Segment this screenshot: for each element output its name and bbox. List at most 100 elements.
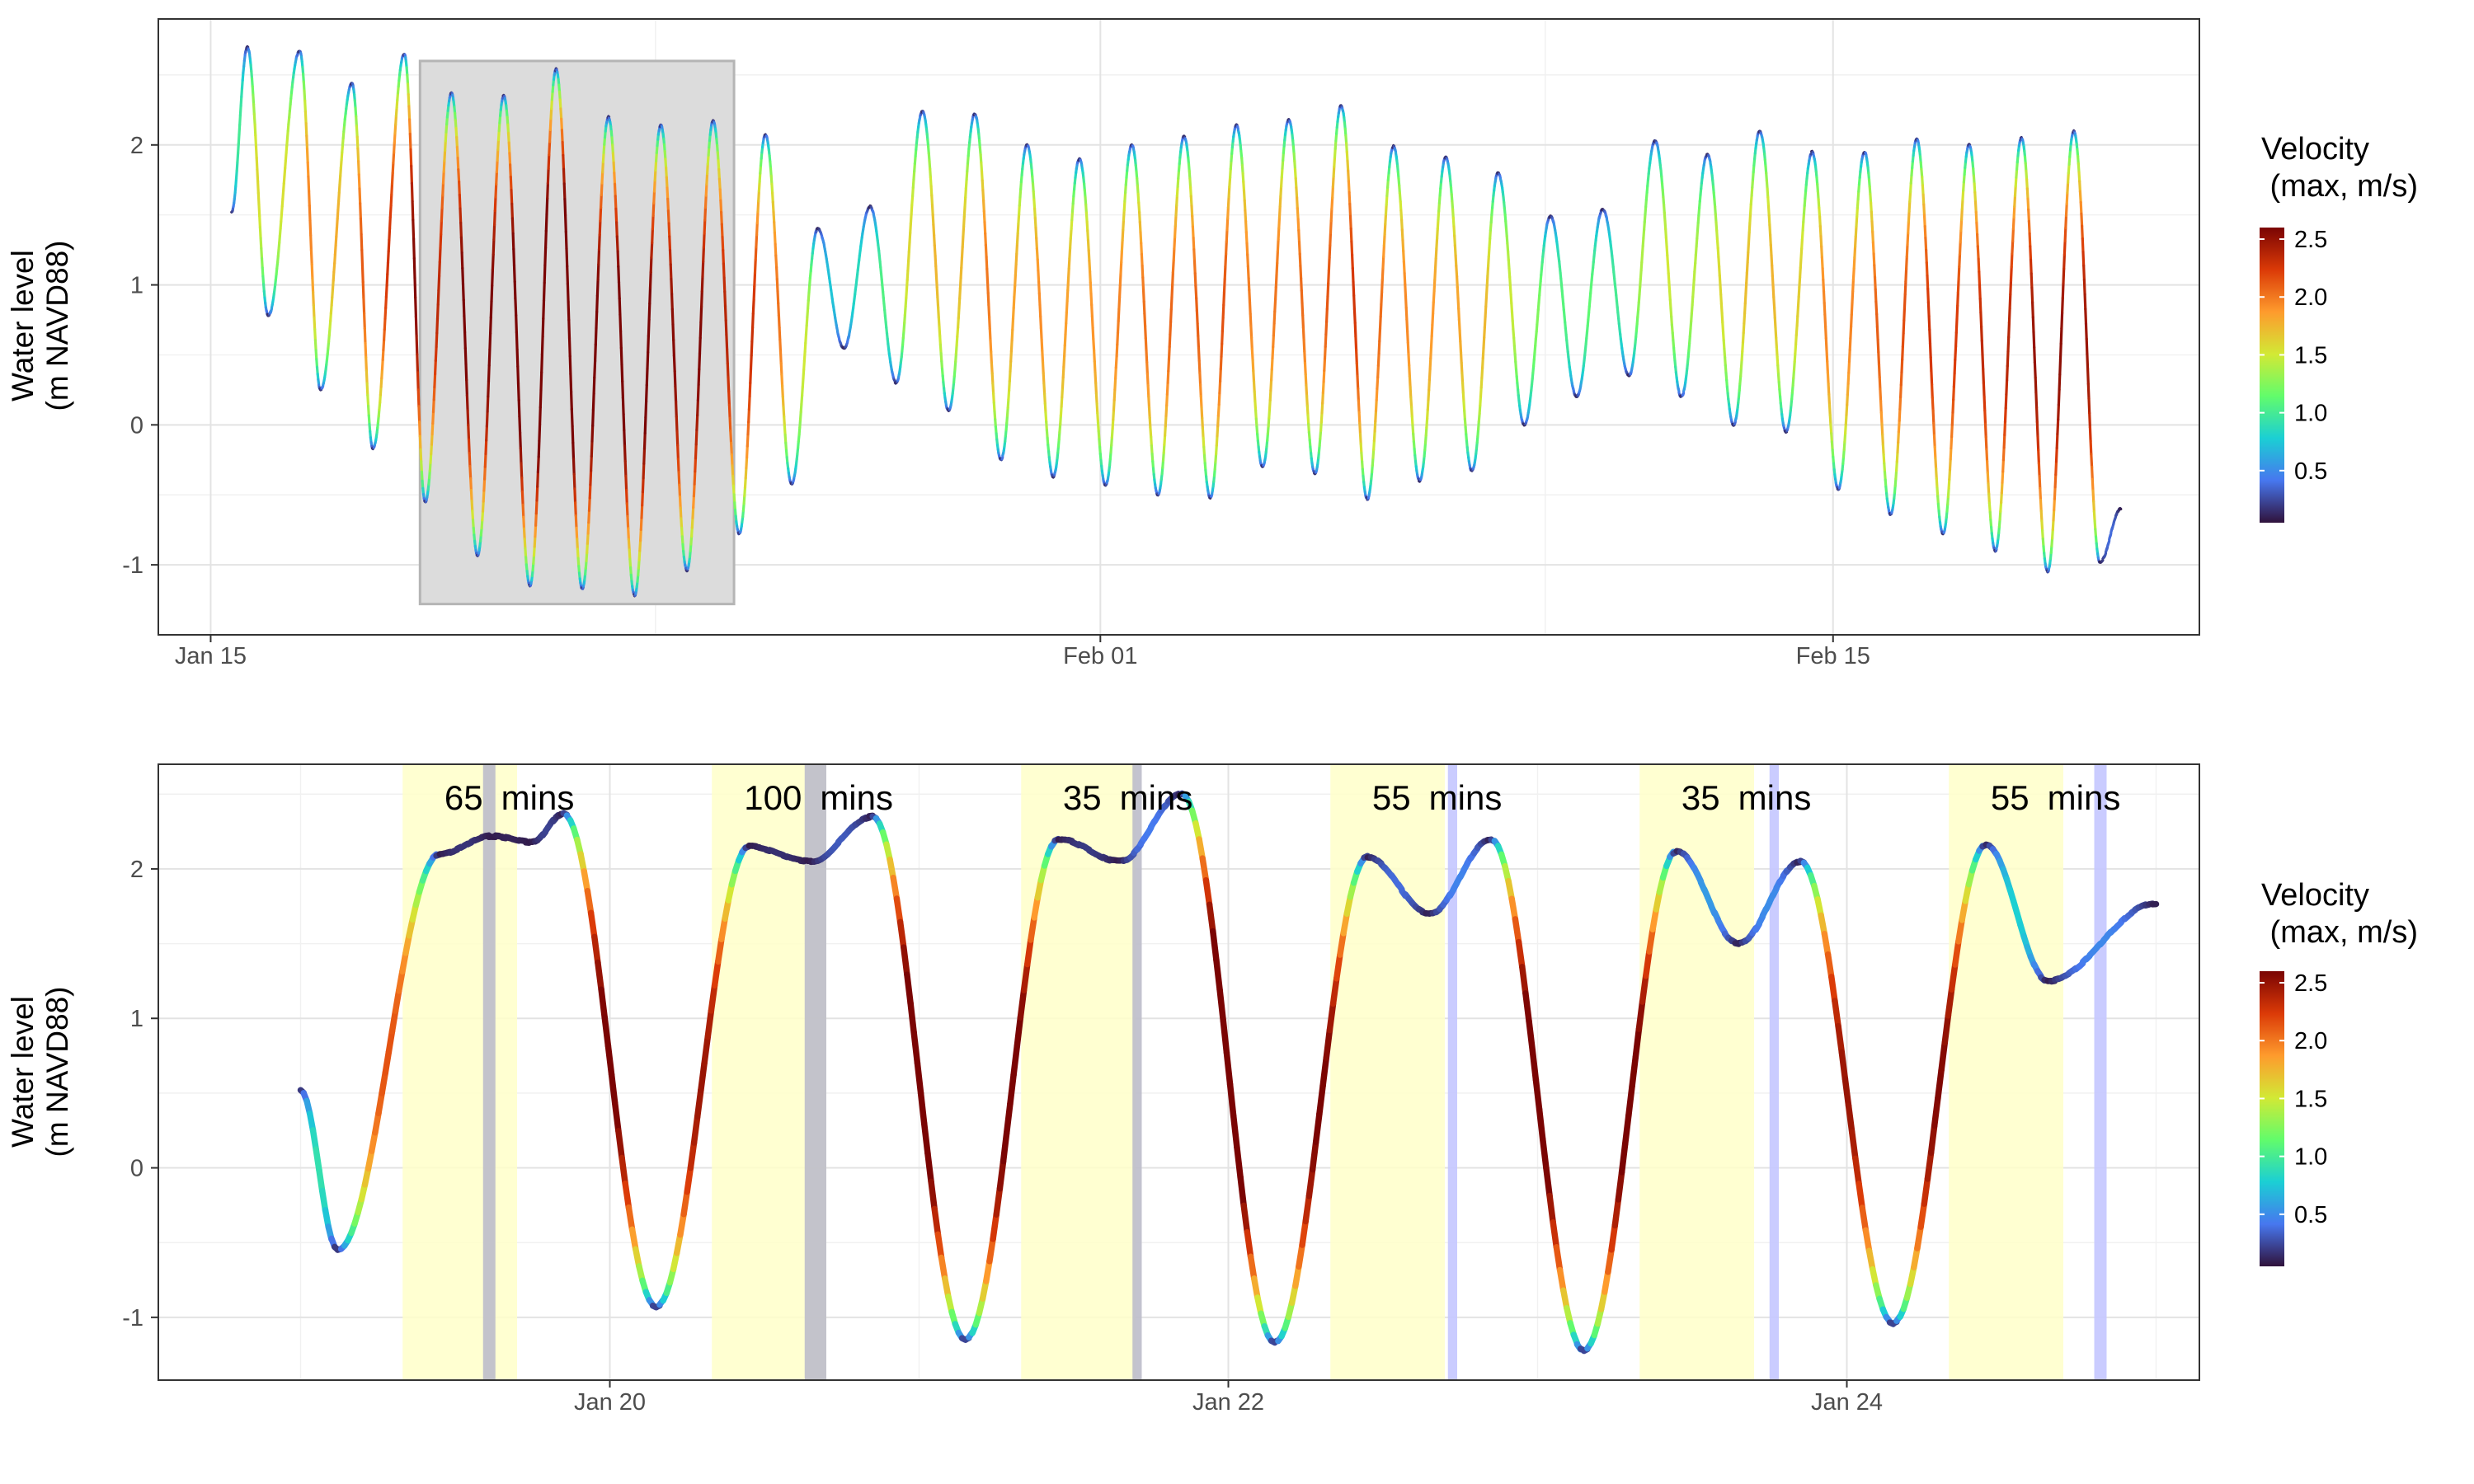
series-segment <box>1820 245 1823 259</box>
series-segment <box>1827 403 1832 416</box>
series-segment <box>1925 261 1929 277</box>
series-segment <box>1941 1012 1952 1046</box>
series-segment <box>694 457 698 473</box>
series-segment <box>1605 214 1609 220</box>
series-segment <box>2006 350 2010 368</box>
series-segment <box>1089 281 1093 295</box>
series-segment <box>1826 371 1830 386</box>
series-segment <box>1903 279 1907 296</box>
series-segment <box>623 444 627 463</box>
series-segment <box>1018 187 1023 199</box>
series-segment <box>2055 432 2059 450</box>
series-segment <box>1641 236 1645 247</box>
series-segment <box>307 175 311 193</box>
series-segment <box>1234 1144 1244 1181</box>
series-segment <box>1268 398 1272 411</box>
series-segment <box>729 441 733 457</box>
series-segment <box>1273 298 1277 313</box>
series-segment <box>2057 388 2061 406</box>
series-segment <box>783 425 787 436</box>
series-segment <box>2033 345 2036 364</box>
series-segment <box>586 521 590 535</box>
series-segment <box>777 302 781 317</box>
series-segment <box>1484 284 1489 298</box>
series-segment <box>699 305 703 324</box>
duration-unit: mins <box>501 778 575 817</box>
series-segment <box>393 132 397 144</box>
series-segment <box>1979 311 1983 328</box>
series-segment <box>1089 292 1094 307</box>
series-segment <box>1823 313 1827 328</box>
series-segment <box>651 214 655 231</box>
series-segment <box>357 160 360 176</box>
series-segment <box>1640 244 1644 256</box>
series-segment <box>365 369 369 385</box>
series-segment <box>2025 169 2029 181</box>
series-segment <box>313 327 317 342</box>
series-segment <box>303 89 307 102</box>
series-segment <box>1090 315 1094 330</box>
series-segment <box>1931 1095 1941 1129</box>
series-segment <box>1847 348 1851 363</box>
series-segment <box>465 378 469 397</box>
series-segment <box>701 1033 712 1067</box>
series-segment <box>1300 301 1305 317</box>
series-segment <box>1169 308 1173 324</box>
series-segment <box>1799 266 1802 279</box>
series-segment <box>1243 199 1247 213</box>
series-segment <box>489 300 493 319</box>
series-segment <box>676 444 680 461</box>
series-segment <box>1640 252 1644 264</box>
series-segment <box>1846 392 1849 406</box>
series-segment <box>628 1226 639 1252</box>
series-segment <box>1909 173 1913 185</box>
series-segment <box>773 221 777 235</box>
series-segment <box>664 167 668 179</box>
series-segment <box>778 350 783 365</box>
series-segment <box>2030 272 2034 289</box>
series-segment <box>251 85 255 96</box>
series-segment <box>1978 284 1982 300</box>
series-segment <box>1042 371 1046 385</box>
colorbar-tick-label: 2.5 <box>2294 227 2327 253</box>
series-segment <box>491 268 495 288</box>
series-segment <box>672 354 676 373</box>
series-segment <box>383 328 386 341</box>
series-segment <box>1951 398 1955 414</box>
series-segment <box>394 106 398 118</box>
series-segment <box>382 338 386 352</box>
series-segment <box>434 345 438 362</box>
blue-band <box>1769 764 1779 1380</box>
series-segment <box>905 279 909 291</box>
series-segment <box>704 1007 715 1040</box>
series-segment <box>308 218 313 237</box>
series-segment <box>1871 241 1875 256</box>
series-segment <box>1871 230 1874 244</box>
series-segment <box>1357 387 1361 402</box>
series-segment <box>1512 916 1522 946</box>
series-segment <box>596 263 600 282</box>
series-segment <box>1510 310 1514 322</box>
series-segment <box>360 248 365 268</box>
series-segment <box>1116 319 1120 335</box>
series-segment <box>1164 404 1169 417</box>
series-segment <box>254 145 258 160</box>
colorbar-title-line: Velocity <box>2261 878 2369 913</box>
series-segment <box>1091 326 1095 340</box>
series-segment <box>755 222 759 237</box>
series-segment <box>1333 156 1337 168</box>
series-segment <box>1930 369 1934 386</box>
series-segment <box>642 447 647 465</box>
series-segment <box>379 1069 389 1097</box>
series-segment <box>1973 190 1978 204</box>
series-segment <box>1828 413 1832 426</box>
series-segment <box>623 429 627 448</box>
series-segment <box>1199 855 1210 884</box>
colorbar-title: Velocity (max, m/s) <box>2261 132 2418 204</box>
series-segment <box>1202 876 1213 909</box>
series-segment <box>703 206 708 222</box>
series-segment <box>308 204 312 223</box>
x-tick-label: Jan 24 <box>1811 1389 1883 1416</box>
series-segment <box>1484 305 1488 318</box>
series-segment <box>242 54 247 63</box>
